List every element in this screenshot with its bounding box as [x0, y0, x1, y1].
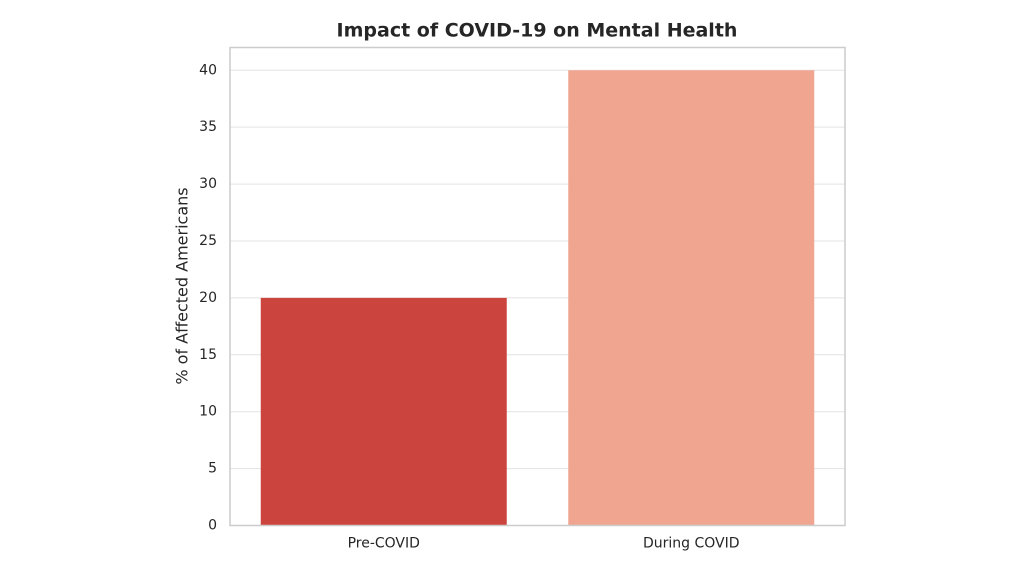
y-tick-label: 0: [208, 518, 217, 534]
bars: [260, 70, 815, 526]
y-tick-label: 5: [208, 461, 217, 477]
y-tick-label: 15: [199, 347, 217, 363]
chart-title: Impact of COVID-19 on Mental Health: [337, 20, 738, 42]
y-tick-label: 20: [199, 290, 217, 306]
y-tick-label: 40: [199, 62, 217, 78]
y-axis-label: % of Affected Americans: [173, 187, 192, 384]
bar: [260, 297, 507, 526]
y-tick-label: 10: [199, 404, 217, 420]
y-tick-label: 30: [199, 176, 217, 192]
y-tick-label: 35: [199, 119, 217, 135]
y-tick-label: 25: [199, 233, 217, 249]
x-tick-label: During COVID: [643, 536, 740, 552]
plot-frame: [229, 46, 846, 527]
bar: [568, 70, 815, 526]
x-tick-label: Pre-COVID: [348, 536, 420, 552]
